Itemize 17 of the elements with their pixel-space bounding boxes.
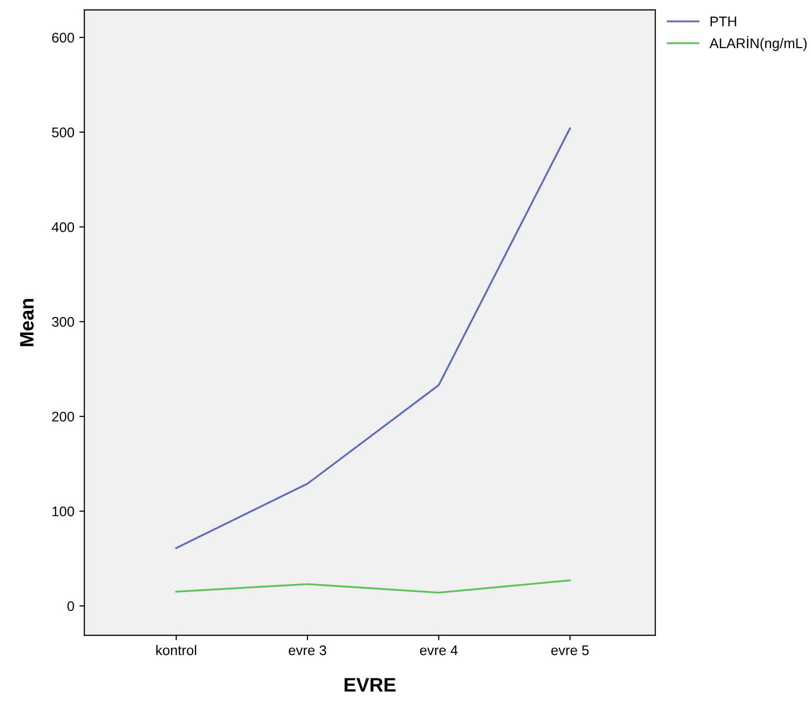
y-tick-label: 300 (52, 316, 74, 327)
y-tick-label: 600 (52, 32, 74, 43)
x-tick-label: evre 5 (551, 645, 589, 656)
y-tick-label: 500 (52, 127, 74, 138)
y-tick-label: 0 (67, 601, 74, 612)
x-tick-label: kontrol (156, 644, 196, 656)
y-axis-title: Mean (20, 298, 34, 346)
y-tick-label: 400 (52, 222, 74, 232)
y-tick-label: 200 (52, 412, 74, 422)
x-axis-title: EVRE (344, 678, 396, 692)
x-tick-label: evre 3 (288, 645, 326, 656)
line-series (175, 579, 571, 594)
x-tick-label: evre 4 (420, 645, 458, 656)
legend-label: PTH (710, 16, 736, 26)
legend-label: ALARİN(ng/mL) (709, 36, 807, 51)
y-tick-label: 100 (52, 506, 74, 516)
line-series (175, 127, 571, 549)
